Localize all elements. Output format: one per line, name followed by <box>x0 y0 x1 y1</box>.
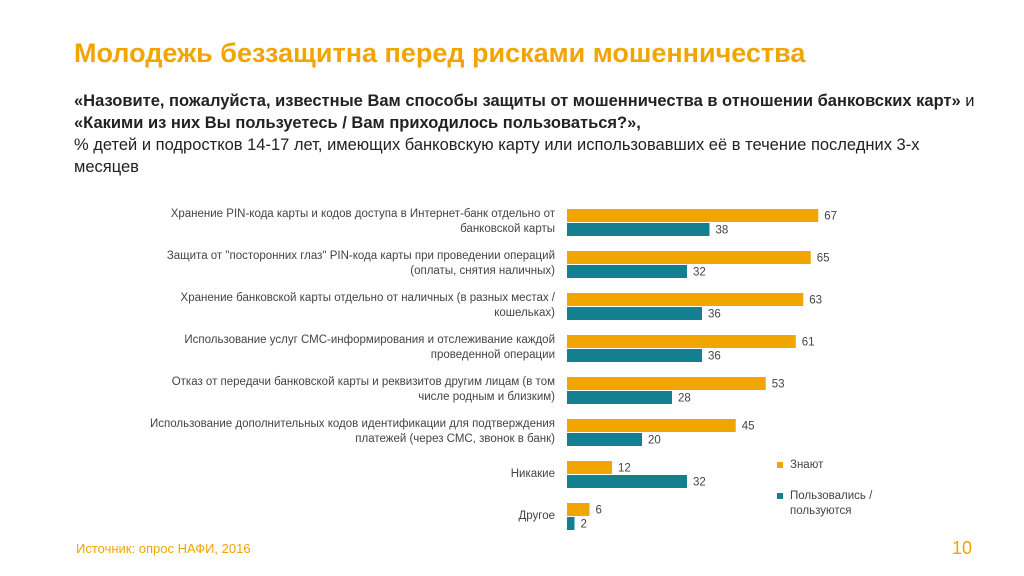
value-label: 6 <box>596 505 602 517</box>
bar <box>567 307 702 320</box>
bar <box>567 293 804 306</box>
value-label: 36 <box>708 309 721 321</box>
category-label: Хранение PIN-кода карты и кодов доступа … <box>170 208 555 235</box>
bar <box>567 503 590 516</box>
value-label: 32 <box>693 477 706 489</box>
value-label: 28 <box>678 393 691 405</box>
title: Молодежь беззащитна перед рисками мошенн… <box>74 38 806 68</box>
page-number: 10 <box>952 538 973 558</box>
bar <box>567 265 687 278</box>
subtitle-part: «Назовите, пожалуйста, известные Вам спо… <box>74 92 961 110</box>
category-label: Защита от "посторонних глаз" PIN-кода ка… <box>166 250 555 277</box>
bar <box>567 349 702 362</box>
legend-swatch <box>777 462 783 468</box>
value-label: 12 <box>618 463 631 475</box>
legend-swatch <box>777 493 783 499</box>
subtitle-part: и <box>960 92 975 110</box>
category-label: Хранение банковской карты отдельно от на… <box>180 292 555 319</box>
value-label: 67 <box>824 211 837 223</box>
bar <box>567 377 766 390</box>
subtitle-part: % детей и подростков 14-17 лет, имеющих … <box>74 136 920 176</box>
category-label: Использование дополнительных кодов идент… <box>150 418 555 445</box>
category-label: Никакие <box>510 467 555 480</box>
value-label: 65 <box>817 253 830 265</box>
subtitle: «Назовите, пожалуйста, известные Вам спо… <box>74 90 984 178</box>
value-label: 61 <box>802 337 815 349</box>
value-label: 45 <box>742 421 755 433</box>
category-label: Использование услуг СМС-информирования и… <box>184 334 555 361</box>
bar <box>567 335 796 348</box>
subtitle-part: «Какими из них Вы пользуетесь / Вам прих… <box>74 114 641 132</box>
category-label: Другое <box>518 509 555 522</box>
category-label: Отказ от передачи банковской карты и рек… <box>171 376 555 403</box>
bar <box>567 517 575 530</box>
bar <box>567 391 672 404</box>
bar <box>567 433 642 446</box>
bar <box>567 209 819 222</box>
bar <box>567 419 736 432</box>
legend-label: Пользовались / пользуются <box>790 490 873 517</box>
legend-label: Знают <box>790 459 824 471</box>
value-label: 53 <box>772 379 785 391</box>
value-label: 36 <box>708 351 721 363</box>
value-label: 20 <box>648 435 661 447</box>
value-label: 63 <box>809 295 822 307</box>
bar <box>567 461 612 474</box>
bar <box>567 475 687 488</box>
bar <box>567 223 710 236</box>
source: Источник: опрос НАФИ, 2016 <box>76 541 251 556</box>
value-label: 2 <box>581 519 587 531</box>
value-label: 32 <box>693 267 706 279</box>
value-label: 38 <box>716 225 729 237</box>
bar <box>567 251 811 264</box>
